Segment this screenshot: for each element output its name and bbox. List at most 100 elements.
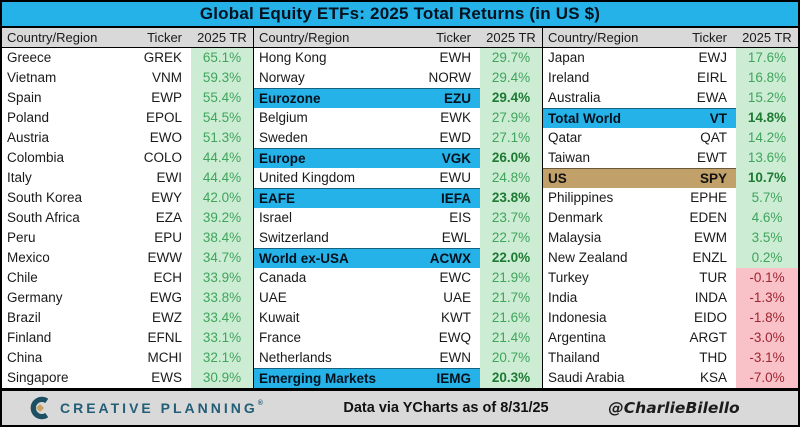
ticker-cell: EIRL: [674, 68, 736, 89]
return-cell: 0.2%: [736, 248, 798, 269]
header-ticker: Ticker: [692, 30, 727, 45]
table-row: Brazil EWZ 33.4%: [2, 308, 253, 329]
country-cell: Japan: [543, 48, 674, 69]
country-cell: Switzerland: [254, 228, 418, 249]
country-cell: Canada: [254, 268, 418, 289]
return-cell: 5.7%: [736, 188, 798, 209]
table-row: US SPY 10.7%: [543, 168, 798, 190]
ticker-cell: EPHE: [674, 188, 736, 209]
ticker-cell: EFNL: [129, 328, 191, 349]
ticker-cell: IEMG: [418, 368, 480, 390]
table-row: Sweden EWD 27.1%: [254, 128, 542, 149]
country-cell: Vietnam: [2, 68, 129, 89]
table-row: United Kingdom EWU 24.8%: [254, 168, 542, 189]
table-row: Norway NORW 29.4%: [254, 68, 542, 89]
table-row: Singapore EWS 30.9%: [2, 368, 253, 389]
country-cell: Chile: [2, 268, 129, 289]
ticker-cell: VNM: [129, 68, 191, 89]
table-row: South Korea EWY 42.0%: [2, 188, 253, 209]
return-cell: 33.9%: [191, 268, 253, 289]
country-cell: Singapore: [2, 368, 129, 389]
return-cell: 51.3%: [191, 128, 253, 149]
country-cell: Hong Kong: [254, 48, 418, 69]
table-row: Qatar QAT 14.2%: [543, 128, 798, 149]
table-row: Indonesia EIDO -1.8%: [543, 308, 798, 329]
table-row: Canada EWC 21.9%: [254, 268, 542, 289]
country-cell: Emerging Markets: [254, 368, 418, 390]
return-cell: -7.0%: [736, 368, 798, 389]
return-cell: 32.1%: [191, 348, 253, 369]
ticker-cell: EWK: [418, 108, 480, 129]
ticker-cell: NORW: [418, 68, 480, 89]
return-cell: 39.2%: [191, 208, 253, 229]
return-cell: 21.6%: [480, 308, 542, 329]
table-row: Argentina ARGT -3.0%: [543, 328, 798, 349]
table-row: Philippines EPHE 5.7%: [543, 188, 798, 209]
return-cell: 29.4%: [480, 68, 542, 89]
return-cell: 54.5%: [191, 108, 253, 129]
ticker-cell: EWT: [674, 148, 736, 169]
ticker-cell: EWN: [418, 348, 480, 369]
return-cell: 27.1%: [480, 128, 542, 149]
return-cell: 33.4%: [191, 308, 253, 329]
ticker-cell: EWG: [129, 288, 191, 309]
ticker-cell: EWL: [418, 228, 480, 249]
country-cell: France: [254, 328, 418, 349]
table-row: Mexico EWW 34.7%: [2, 248, 253, 269]
ticker-cell: EWO: [129, 128, 191, 149]
return-cell: 44.4%: [191, 168, 253, 189]
ticker-cell: EWW: [129, 248, 191, 269]
ticker-cell: IEFA: [418, 188, 480, 210]
table-row: World ex-USA ACWX 22.0%: [254, 248, 542, 270]
ticker-cell: QAT: [674, 128, 736, 149]
country-cell: World ex-USA: [254, 248, 418, 270]
return-cell: 22.0%: [480, 248, 542, 270]
footer: CREATIVE PLANNING® Data via YCharts as o…: [2, 388, 798, 425]
table-row: India INDA -1.3%: [543, 288, 798, 309]
return-cell: 17.6%: [736, 48, 798, 69]
country-cell: Malaysia: [543, 228, 674, 249]
return-cell: 21.4%: [480, 328, 542, 349]
page-title: Global Equity ETFs: 2025 Total Returns (…: [2, 2, 798, 28]
table-row: Switzerland EWL 22.7%: [254, 228, 542, 249]
country-cell: Qatar: [543, 128, 674, 149]
country-cell: Norway: [254, 68, 418, 89]
country-cell: US: [543, 168, 674, 190]
country-cell: Turkey: [543, 268, 674, 289]
return-cell: 34.7%: [191, 248, 253, 269]
return-cell: 14.8%: [736, 108, 798, 130]
country-cell: Taiwan: [543, 148, 674, 169]
return-cell: 29.7%: [480, 48, 542, 69]
author-handle: @CharlieBilello: [608, 399, 740, 417]
return-cell: 26.0%: [480, 148, 542, 170]
table-row: Spain EWP 55.4%: [2, 88, 253, 109]
country-cell: United Kingdom: [254, 168, 418, 189]
country-cell: Kuwait: [254, 308, 418, 329]
country-cell: Greece: [2, 48, 129, 69]
return-cell: 65.1%: [191, 48, 253, 69]
ticker-cell: EWP: [129, 88, 191, 109]
ticker-cell: INDA: [674, 288, 736, 309]
return-cell: 23.8%: [480, 188, 542, 210]
country-cell: Netherlands: [254, 348, 418, 369]
ticker-cell: TUR: [674, 268, 736, 289]
table-row: Greece GREK 65.1%: [2, 48, 253, 69]
ticker-cell: UAE: [418, 288, 480, 309]
country-cell: Peru: [2, 228, 129, 249]
country-cell: Argentina: [543, 328, 674, 349]
header-ticker: Ticker: [436, 30, 471, 45]
return-cell: 33.8%: [191, 288, 253, 309]
ticker-cell: EWU: [418, 168, 480, 189]
return-cell: 16.8%: [736, 68, 798, 89]
ticker-cell: EWC: [418, 268, 480, 289]
return-cell: 38.4%: [191, 228, 253, 249]
table-row: France EWQ 21.4%: [254, 328, 542, 349]
table-row: China MCHI 32.1%: [2, 348, 253, 369]
country-cell: Philippines: [543, 188, 674, 209]
ticker-cell: EWI: [129, 168, 191, 189]
return-cell: 24.8%: [480, 168, 542, 189]
country-cell: Germany: [2, 288, 129, 309]
table-row: Vietnam VNM 59.3%: [2, 68, 253, 89]
ticker-cell: ACWX: [418, 248, 480, 270]
